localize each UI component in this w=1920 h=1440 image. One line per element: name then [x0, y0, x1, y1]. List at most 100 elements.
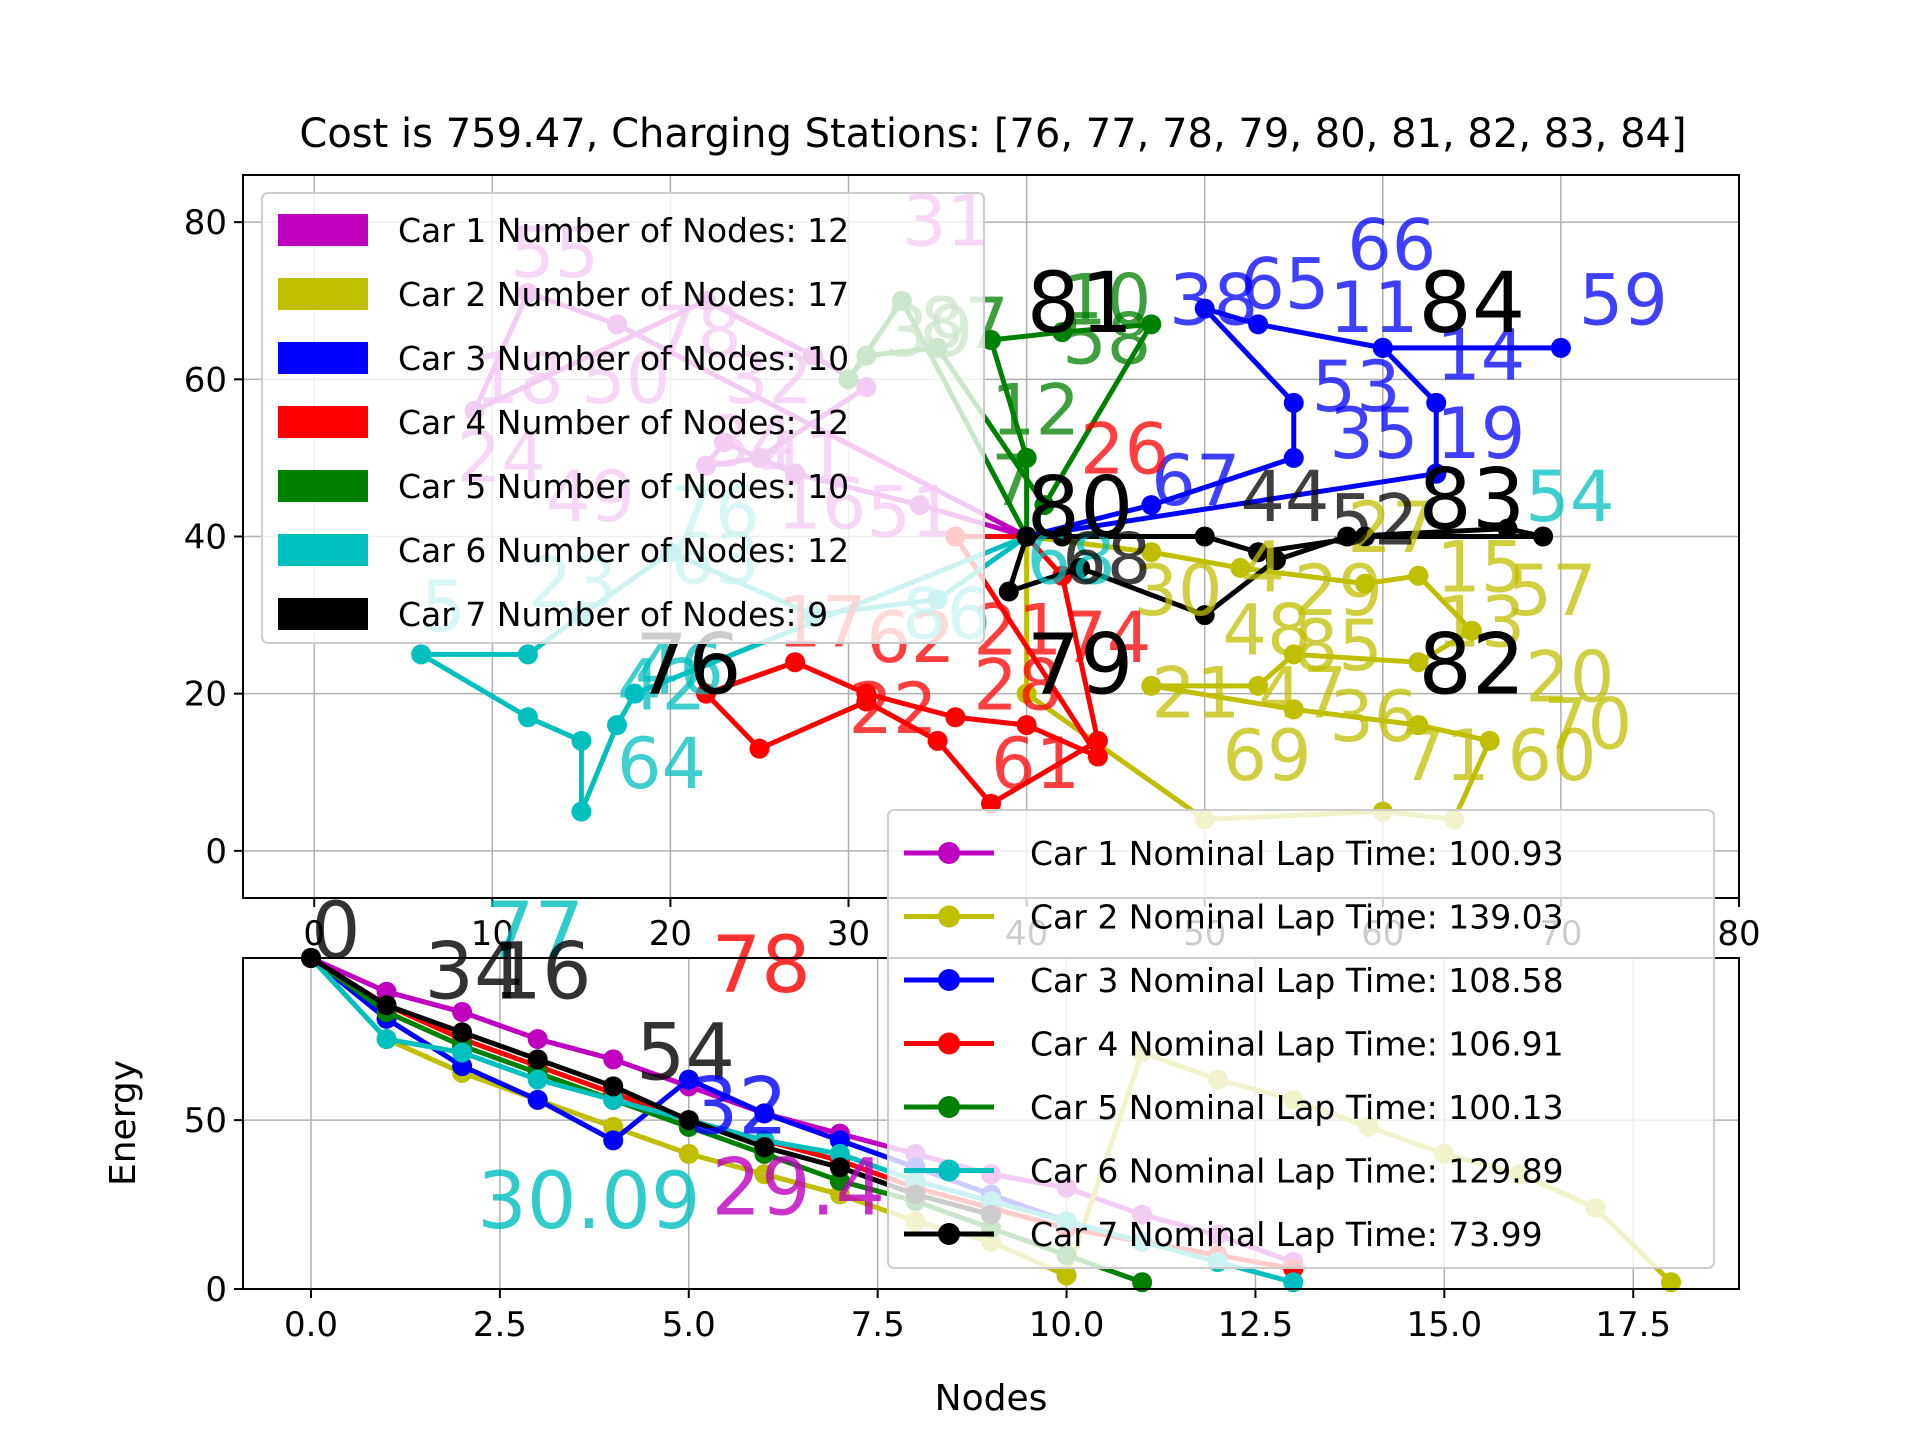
top-y-tick-label: 40 [184, 518, 227, 558]
bottom-x-tick-label: 15.0 [1406, 1305, 1482, 1345]
node-label-car-7: 68 [1062, 519, 1151, 601]
top-route-point-car-2 [1141, 675, 1162, 696]
node-label-car-6: 64 [617, 723, 706, 805]
node-label-car-2: 70 [1543, 684, 1632, 766]
top-route-line-car-3 [1026, 306, 1564, 539]
top-route-point-car-7 [1337, 526, 1358, 547]
energy-annotation-label: 34 [424, 928, 523, 1018]
node-label-car-5: 12 [991, 369, 1080, 451]
bottom-x-tick-label: 0.0 [284, 1305, 338, 1345]
node-label-car-4: 21 [973, 589, 1062, 671]
energy-point-car-3 [603, 1130, 624, 1151]
charging-station-label: 81 [1027, 254, 1134, 352]
top-legend-swatch [278, 534, 368, 566]
node-label-car-4: 74 [1062, 597, 1151, 679]
top-route-point-car-3 [1141, 495, 1162, 516]
top-x-tick-label: 30 [827, 914, 870, 954]
top-y-tick-label: 20 [184, 675, 227, 715]
node-label-car-7: 44 [1240, 456, 1329, 538]
node-label-car-2: 71 [1401, 715, 1490, 797]
energy-point-car-7 [527, 1049, 548, 1070]
energy-point-car-6 [376, 1029, 397, 1050]
bottom-y-tick-label: 50 [184, 1101, 227, 1141]
bottom-legend-label: Car 5 Nominal Lap Time: 100.13 [1030, 1088, 1564, 1127]
bottom-legend-label: Car 4 Nominal Lap Time: 106.91 [1030, 1025, 1564, 1064]
top-route-point-car-7 [1355, 526, 1375, 547]
charging-station-label: 82 [1418, 616, 1525, 714]
bottom-x-tick-label: 2.5 [473, 1305, 527, 1345]
node-label-car-2: 13 [1436, 582, 1525, 664]
top-legend-label: Car 7 Number of Nodes: 9 [398, 595, 828, 634]
top-x-tick-label: 20 [649, 914, 692, 954]
node-label-car-3: 19 [1436, 393, 1525, 475]
top-route-point-car-2 [1248, 675, 1269, 696]
top-route-point-car-6 [411, 644, 432, 665]
node-label-car-5: 58 [1062, 299, 1151, 381]
top-route-point-car-3 [1426, 392, 1447, 413]
energy-point-car-7 [678, 1110, 699, 1131]
top-route-point-car-3 [1283, 447, 1304, 468]
top-route-point-car-2 [1408, 715, 1429, 736]
top-x-tick-label: 10 [471, 914, 514, 954]
top-legend-label: Car 3 Number of Nodes: 10 [398, 339, 849, 378]
top-legend-label: Car 5 Number of Nodes: 10 [398, 467, 849, 506]
top-route-point-car-7 [1248, 542, 1269, 563]
top-route-point-car-5 [1141, 314, 1162, 335]
energy-point-car-7 [603, 1076, 624, 1097]
energy-annotation-label: 77 [485, 887, 584, 977]
top-route-point-car-4 [856, 683, 877, 704]
energy-point-car-5 [1132, 1272, 1153, 1293]
node-label-car-2: 60 [1507, 715, 1596, 797]
node-label-car-2: 85 [1294, 605, 1383, 687]
top-legend-box [261, 192, 985, 644]
energy-annotation-label: 54 [636, 1009, 735, 1099]
top-route-point-car-4 [1087, 746, 1108, 767]
node-label-car-2: 57 [1507, 550, 1596, 632]
top-route-point-car-7 [1016, 526, 1037, 547]
energy-line-car-7 [309, 955, 992, 1218]
energy-point-car-1 [603, 1049, 624, 1070]
top-legend-swatch [278, 470, 368, 502]
node-label-car-2: 47 [1258, 652, 1347, 734]
top-route-point-car-5 [1052, 322, 1073, 343]
top-x-tick-label: 80 [1717, 914, 1760, 954]
top-legend-label: Car 1 Number of Nodes: 12 [398, 211, 849, 250]
bottom-legend-label: Car 1 Nominal Lap Time: 100.93 [1030, 834, 1564, 873]
top-legend-swatch [278, 278, 368, 310]
bottom-x-tick-label: 17.5 [1595, 1305, 1671, 1345]
top-route-point-car-2 [1283, 644, 1304, 665]
top-legend: Car 1 Number of Nodes: 12 Car 2 Number of… [261, 192, 985, 644]
top-route-point-car-7 [1052, 526, 1073, 547]
top-route-point-car-3 [1283, 392, 1304, 413]
top-route-point-car-6 [571, 801, 592, 822]
bottom-x-tick-label: 10.0 [1029, 1305, 1105, 1345]
node-label-car-2: 29 [1294, 550, 1383, 632]
top-y-tick-label: 80 [184, 203, 227, 243]
top-route-point-car-4 [981, 793, 1001, 814]
energy-point-car-2 [1056, 1265, 1077, 1286]
node-label-car-2: 15 [1436, 527, 1525, 609]
energy-annotation-label: 78 [711, 921, 810, 1011]
bottom-x-tick-label: 5.0 [662, 1305, 716, 1345]
charging-station-label: 80 [1027, 459, 1134, 557]
top-route-point-car-7 [1497, 518, 1518, 539]
node-label-car-2: 27 [1347, 487, 1436, 569]
top-x-tick-label: 0 [303, 914, 325, 954]
top-legend-label: Car 2 Number of Nodes: 17 [398, 275, 849, 314]
energy-point-car-2 [1661, 1272, 1681, 1293]
top-route-point-car-6 [517, 707, 538, 728]
node-label-car-3: 65 [1240, 244, 1329, 326]
top-route-point-car-2 [1141, 542, 1162, 563]
node-label-car-2: 21 [1151, 652, 1240, 734]
top-route-point-car-3 [1550, 337, 1571, 358]
bottom-legend-marker [938, 842, 960, 864]
bottom-legend-marker [938, 1096, 960, 1118]
node-label-car-5: 7 [991, 440, 1036, 522]
node-label-car-2: 4 [1240, 527, 1285, 609]
node-label-car-4: 22 [849, 668, 938, 750]
top-route-point-car-6 [517, 644, 538, 665]
energy-annotation-label: 32 [689, 1063, 788, 1153]
top-route-point-car-4 [696, 683, 717, 704]
